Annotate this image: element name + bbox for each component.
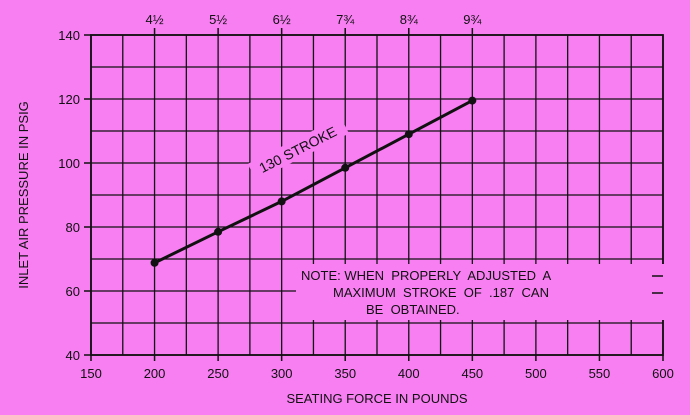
note-mask [296, 264, 664, 320]
x-tick-label: 350 [334, 366, 356, 381]
x-tick-label: 550 [589, 366, 611, 381]
top-tick-label: 7¾ [336, 12, 354, 27]
labels: 150 200 250 300 350 400 450 500 550 600 40 60 80 100 1… [16, 12, 674, 406]
series-line [153, 99, 474, 265]
series-label-mask [247, 116, 350, 181]
y-axis-label: INLET AIR PRESSURE IN PSIG [16, 101, 31, 289]
note-line: MAXIMUM STROKE OF .187 CAN [333, 285, 549, 300]
top-tick-label: 4½ [146, 12, 164, 27]
y-tick-label: 140 [58, 28, 80, 43]
x-tick-label: 450 [461, 366, 483, 381]
x-tick-label: 300 [271, 366, 293, 381]
y-tick-label: 80 [66, 220, 80, 235]
x-tick-label: 400 [398, 366, 420, 381]
y-tick-label: 60 [66, 284, 80, 299]
data-point [341, 163, 350, 172]
x-axis-label: SEATING FORCE IN POUNDS [286, 391, 467, 406]
axes [84, 28, 664, 361]
y-tick-label: 100 [58, 156, 80, 171]
x-tick-label: 150 [80, 366, 102, 381]
x-tick-label: 500 [525, 366, 547, 381]
plot-frame [90, 34, 664, 356]
note-line: BE OBTAINED. [366, 302, 460, 317]
top-tick-label: 8¾ [400, 12, 418, 27]
data-point [277, 197, 286, 206]
top-tick-label: 6½ [273, 12, 291, 27]
x-tick-label: 250 [207, 366, 229, 381]
top-tick-label: 9¾ [463, 12, 481, 27]
top-tick-label: 5½ [209, 12, 227, 27]
y-tick-label: 40 [66, 348, 80, 363]
data-point [150, 258, 159, 267]
note-line: NOTE: WHEN PROPERLY ADJUSTED A [301, 268, 552, 283]
y-tick-label: 120 [58, 92, 80, 107]
data-point [214, 227, 223, 236]
series [150, 96, 477, 267]
data-point [404, 130, 413, 139]
x-tick-label: 200 [144, 366, 166, 381]
data-point [468, 96, 477, 105]
x-tick-label: 600 [652, 366, 674, 381]
